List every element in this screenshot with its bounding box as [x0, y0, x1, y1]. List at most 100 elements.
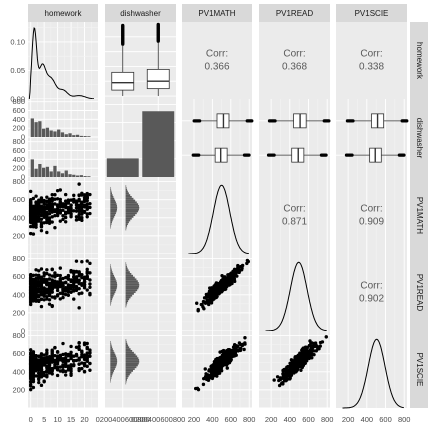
scatter-point: [31, 225, 36, 229]
scatter-point: [28, 211, 33, 215]
scatter-point: [31, 218, 36, 223]
scatter-point: [39, 228, 44, 233]
scatter-point: [228, 354, 232, 359]
corr-value: 0.871: [282, 217, 307, 228]
histogram-bar: [125, 340, 127, 343]
histogram-bar: [125, 188, 128, 191]
scatter-point: [28, 380, 33, 384]
density-curve-pv1scie: [342, 338, 404, 409]
scatter-point: [85, 288, 89, 292]
scatter-point: [28, 384, 33, 388]
scatter-point: [69, 290, 73, 294]
scatter-point: [50, 207, 54, 212]
strip-row-pv1scie: [410, 331, 428, 408]
scatter-point: [218, 360, 223, 364]
panel-background: [259, 99, 330, 177]
scatter-point: [50, 295, 54, 299]
histogram-bar: [42, 128, 46, 137]
scatter-point: [230, 349, 235, 353]
histogram-bar: [60, 132, 65, 137]
scatter-point: [53, 296, 57, 300]
tick-label-x-homework: 5: [42, 415, 46, 424]
scatter-point: [85, 196, 89, 200]
scatter-point: [217, 288, 221, 293]
scatter-point: [47, 302, 52, 306]
tick-label-x-score: 600: [379, 415, 392, 424]
scatter-point: [313, 341, 318, 345]
strip-label-row-pv1read: PV1READ: [415, 274, 424, 312]
scatter-point: [69, 198, 73, 202]
scatter-point: [28, 358, 33, 362]
column-strips: homework dishwasher PV1MATH PV1READ PV1SCIE: [28, 4, 407, 22]
scatter-point: [50, 367, 54, 371]
tick-label-y-pv1scie: 600: [12, 349, 25, 358]
scatter-point: [209, 301, 214, 305]
panel-dishwasher-pv1read: [259, 99, 331, 177]
histogram-bar: [110, 300, 112, 303]
corr-label: Corr:: [360, 204, 382, 215]
scatter-point: [55, 209, 60, 213]
tick-label-y-pv1math: 800: [12, 177, 25, 186]
scatter-point: [45, 297, 49, 301]
scatter-point: [61, 208, 65, 212]
scatter-point: [42, 212, 46, 216]
tick-label-y-pv1math: 600: [12, 195, 25, 204]
scatter-point: [28, 277, 33, 281]
scatter-point: [69, 363, 73, 367]
histogram-bar: [125, 296, 131, 299]
histogram-bar: [125, 375, 129, 378]
histogram-bar: [125, 228, 127, 231]
scatter-point: [66, 368, 71, 372]
histogram-bar: [72, 174, 76, 177]
panel-background: [336, 99, 407, 177]
scatter-point: [88, 201, 92, 206]
scatter-point: [69, 367, 73, 371]
scatter-point: [318, 340, 323, 345]
histogram-bar: [110, 267, 112, 270]
scatter-point: [85, 202, 89, 206]
scatter-point: [283, 372, 288, 377]
scatter-point: [50, 278, 54, 282]
scatter-point: [37, 216, 41, 220]
scatter-point: [88, 354, 92, 358]
panel-pv1math-pv1read: Corr: 0.871: [259, 177, 330, 254]
scatter-point: [39, 375, 44, 379]
scatter-point: [39, 356, 44, 360]
scatter-point: [50, 215, 54, 219]
scatter-point: [39, 353, 44, 357]
scatter-point: [74, 203, 79, 207]
scatter-point: [221, 356, 226, 360]
scatter-point: [42, 290, 46, 294]
scatter-point: [28, 360, 33, 364]
tick-label-y-pv1scie: 400: [12, 367, 25, 376]
histogram-bar: [110, 353, 116, 356]
panel-background: [259, 254, 330, 331]
scatter-point: [55, 367, 60, 372]
scatter-point: [55, 373, 60, 378]
scatter-point: [31, 350, 36, 354]
histogram-bar: [125, 276, 135, 279]
row-strips: homework dishwasher PV1MATH PV1READ PV1SCIE: [410, 22, 428, 408]
scatter-point: [234, 349, 238, 353]
tick-label-y-pv1scie: 800: [12, 331, 25, 340]
tick-label-y-dishwasher-top: 800: [12, 97, 25, 106]
scatter-point: [37, 209, 41, 213]
histogram-bar: [125, 223, 128, 226]
histogram-bar: [110, 377, 112, 380]
scatter-point: [61, 214, 65, 218]
scatter-point: [77, 193, 81, 197]
scatter-point: [85, 341, 89, 346]
scatter-point: [77, 278, 81, 282]
strip-label-row-pv1math: PV1MATH: [415, 197, 424, 234]
panel-background: [28, 22, 98, 99]
scatter-point: [69, 285, 73, 289]
histogram-bar: [125, 215, 134, 218]
scatter-point: [218, 356, 223, 361]
scatter-point: [34, 286, 38, 290]
histogram-bar: [125, 289, 138, 292]
scatter-point: [47, 282, 52, 287]
scatter-point: [50, 196, 54, 201]
scatter-point: [74, 259, 79, 263]
strip-label-col-pv1read: PV1READ: [276, 9, 314, 18]
scatter-point: [31, 385, 36, 390]
